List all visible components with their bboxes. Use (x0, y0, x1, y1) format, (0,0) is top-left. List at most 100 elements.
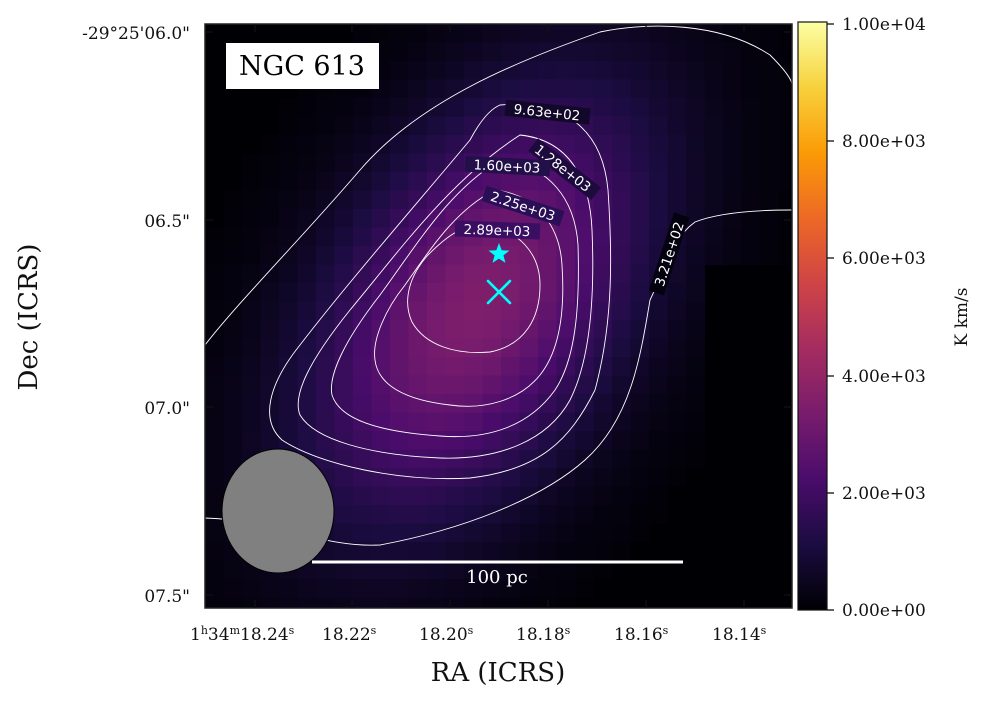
map-pixel (279, 246, 299, 266)
map-pixel (556, 412, 576, 432)
map-pixel (519, 486, 539, 506)
map-pixel (242, 246, 262, 266)
map-pixel (501, 264, 521, 284)
map-pixel (630, 61, 650, 81)
map-pixel (353, 116, 373, 136)
map-pixel (482, 597, 502, 608)
map-pixel (556, 523, 576, 543)
map-pixel (556, 542, 576, 562)
map-pixel (297, 172, 317, 192)
map-pixel (390, 338, 410, 358)
map-pixel (408, 338, 428, 358)
map-pixel (778, 79, 792, 99)
map-pixel (630, 24, 650, 44)
map-pixel (297, 357, 317, 377)
map-pixel (297, 375, 317, 395)
map-pixel (575, 301, 595, 321)
map-pixel (612, 412, 632, 432)
map-pixel (464, 61, 484, 81)
map-pixel (519, 79, 539, 99)
map-pixel (612, 449, 632, 469)
map-pixel (741, 135, 761, 155)
map-pixel (482, 24, 502, 44)
map-pixel (482, 61, 502, 81)
map-pixel (223, 190, 243, 210)
y-tick-label-2: 07.0" (144, 399, 190, 419)
map-pixel (612, 375, 632, 395)
map-pixel (649, 486, 669, 506)
map-pixel (353, 357, 373, 377)
map-pixel (316, 412, 336, 432)
map-pixel (427, 523, 447, 543)
map-pixel (593, 246, 613, 266)
map-pixel (445, 375, 465, 395)
map-pixel (556, 560, 576, 580)
map-pixel (371, 227, 391, 247)
map-pixel (630, 209, 650, 229)
contour-level-3 (297, 134, 594, 459)
map-pixel (538, 412, 558, 432)
map-pixel (279, 357, 299, 377)
map-pixel (279, 431, 299, 451)
map-pixel (667, 79, 687, 99)
map-pixel (778, 42, 792, 62)
map-pixel (575, 375, 595, 395)
map-pixel (353, 190, 373, 210)
map-pixel (205, 264, 225, 284)
map-pixel (538, 523, 558, 543)
map-pixel (390, 227, 410, 247)
map-pixel (519, 61, 539, 81)
map-pixel (519, 338, 539, 358)
map-pixel (334, 153, 354, 173)
map-pixel (593, 301, 613, 321)
map-pixel (297, 579, 317, 599)
map-pixel (334, 486, 354, 506)
map-pixel (427, 264, 447, 284)
map-pixel (649, 338, 669, 358)
map-pixel (353, 283, 373, 303)
map-pixel (242, 357, 262, 377)
map-pixel (501, 24, 521, 44)
map-pixel (334, 246, 354, 266)
map-pixel (612, 190, 632, 210)
map-pixel (704, 190, 724, 210)
map-pixel (649, 431, 669, 451)
map-pixel (464, 24, 484, 44)
map-pixel (501, 338, 521, 358)
map-pixel (482, 338, 502, 358)
map-pixel (575, 283, 595, 303)
map-pixel (427, 172, 447, 192)
map-pixel (778, 98, 792, 118)
map-pixel (630, 394, 650, 414)
map-pixel (353, 449, 373, 469)
map-pixel (501, 523, 521, 543)
contour-level-5 (374, 189, 564, 407)
map-pixel (371, 283, 391, 303)
map-pixel (390, 449, 410, 469)
map-pixel (760, 61, 780, 81)
map-pixel (501, 431, 521, 451)
map-pixel (408, 320, 428, 340)
map-pixel (427, 542, 447, 562)
map-pixel (501, 61, 521, 81)
map-pixel (686, 320, 706, 340)
map-pixel (334, 597, 354, 608)
map-pixel (334, 227, 354, 247)
map-pixel (260, 172, 280, 192)
map-pixel (297, 116, 317, 136)
map-pixel (334, 431, 354, 451)
map-pixel (556, 246, 576, 266)
map-pixel (334, 412, 354, 432)
map-pixel (408, 523, 428, 543)
map-pixel (778, 190, 792, 210)
map-pixel (612, 246, 632, 266)
beam-ellipse (221, 448, 335, 574)
map-pixel (519, 320, 539, 340)
map-pixel (501, 505, 521, 525)
map-pixel (353, 597, 373, 608)
scale-bar: 100 pc (312, 560, 683, 588)
map-pixel (538, 227, 558, 247)
map-pixel (501, 42, 521, 62)
map-pixel (371, 431, 391, 451)
map-pixel (741, 116, 761, 136)
